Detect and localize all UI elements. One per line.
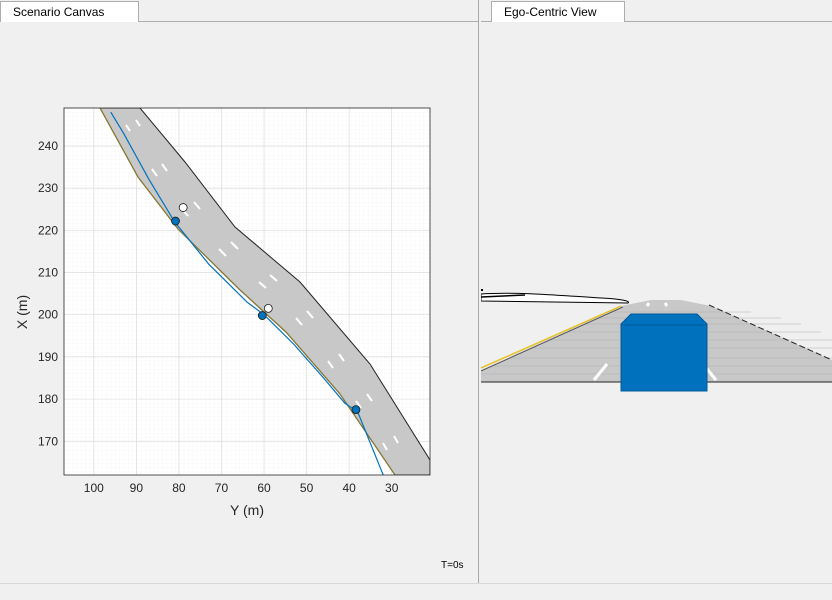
tab-ego-centric-view[interactable]: Ego-Centric View	[491, 1, 625, 22]
waypoint-marker[interactable]	[171, 216, 180, 226]
x-tick-label: 60	[257, 481, 271, 495]
ego-trajectory	[110, 111, 384, 475]
axes-frame	[63, 107, 431, 476]
x-tick-labels: 100 90 80 70 60 50 40 30	[84, 481, 399, 495]
scenario-canvas-pane: Scenario Canvas	[0, 0, 478, 584]
y-tick-label: 170	[38, 434, 58, 448]
actor-marker[interactable]	[263, 303, 273, 313]
ego-vehicle	[620, 313, 708, 392]
waypoint-marker[interactable]	[257, 311, 267, 320]
ego-view-scene[interactable]	[481, 22, 832, 562]
scenario-plot[interactable]: 100 90 80 70 60 50 40 30 240 230 220 210 200 190 180 1…	[0, 22, 478, 562]
road-shoulder-line	[99, 108, 396, 475]
y-tick-label: 180	[38, 392, 58, 406]
scenario-tabstrip: Scenario Canvas	[0, 0, 478, 22]
x-tick-label: 50	[300, 481, 314, 495]
x-axis-label: Y (m)	[230, 502, 264, 518]
left-edge-marker	[481, 289, 483, 291]
time-label: T=0s	[441, 560, 464, 571]
road-right-border	[708, 304, 832, 361]
yellow-edge-line	[481, 305, 622, 369]
x-tick-label: 30	[385, 481, 399, 495]
y-tick-label: 200	[38, 308, 58, 322]
actors	[178, 203, 273, 313]
scenario-canvas-content[interactable]: 100 90 80 70 60 50 40 30 240 230 220 210 200 190 180 1…	[0, 22, 478, 584]
distant-road-curve	[481, 292, 630, 304]
y-tick-label: 230	[38, 181, 58, 195]
x-tick-label: 70	[215, 481, 229, 495]
x-tick-label: 100	[84, 481, 104, 495]
ego-tabstrip: Ego-Centric View	[481, 0, 832, 22]
waypoints	[171, 216, 361, 415]
tab-scenario-canvas[interactable]: Scenario Canvas	[0, 1, 139, 22]
actor-marker[interactable]	[178, 203, 188, 212]
y-axis-label: X (m)	[14, 295, 30, 329]
y-tick-labels: 240 230 220 210 200 190 180 170	[38, 139, 58, 448]
x-tick-label: 90	[130, 481, 144, 495]
road-left-border	[481, 306, 624, 372]
y-tick-label: 210	[38, 266, 58, 280]
y-tick-label: 240	[38, 139, 58, 153]
status-bar	[0, 583, 832, 600]
waypoint-marker[interactable]	[351, 405, 361, 415]
x-tick-label: 40	[342, 481, 356, 495]
distant-road-edge	[481, 294, 526, 298]
pane-divider[interactable]	[478, 0, 481, 584]
y-tick-label: 220	[38, 223, 58, 237]
y-tick-label: 190	[38, 350, 58, 364]
ego-view-pane: Ego-Centric View	[481, 0, 832, 584]
ego-view-content[interactable]	[481, 22, 832, 584]
x-tick-label: 80	[172, 481, 186, 495]
